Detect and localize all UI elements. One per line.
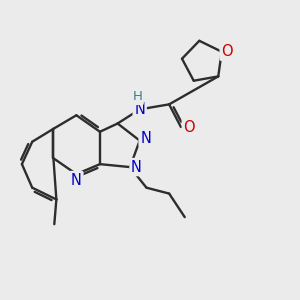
Text: N: N xyxy=(140,131,151,146)
Text: N: N xyxy=(134,102,145,117)
Text: N: N xyxy=(71,172,82,188)
Text: O: O xyxy=(183,120,195,135)
Text: N: N xyxy=(131,160,142,175)
Text: O: O xyxy=(221,44,233,59)
Text: H: H xyxy=(132,91,142,103)
